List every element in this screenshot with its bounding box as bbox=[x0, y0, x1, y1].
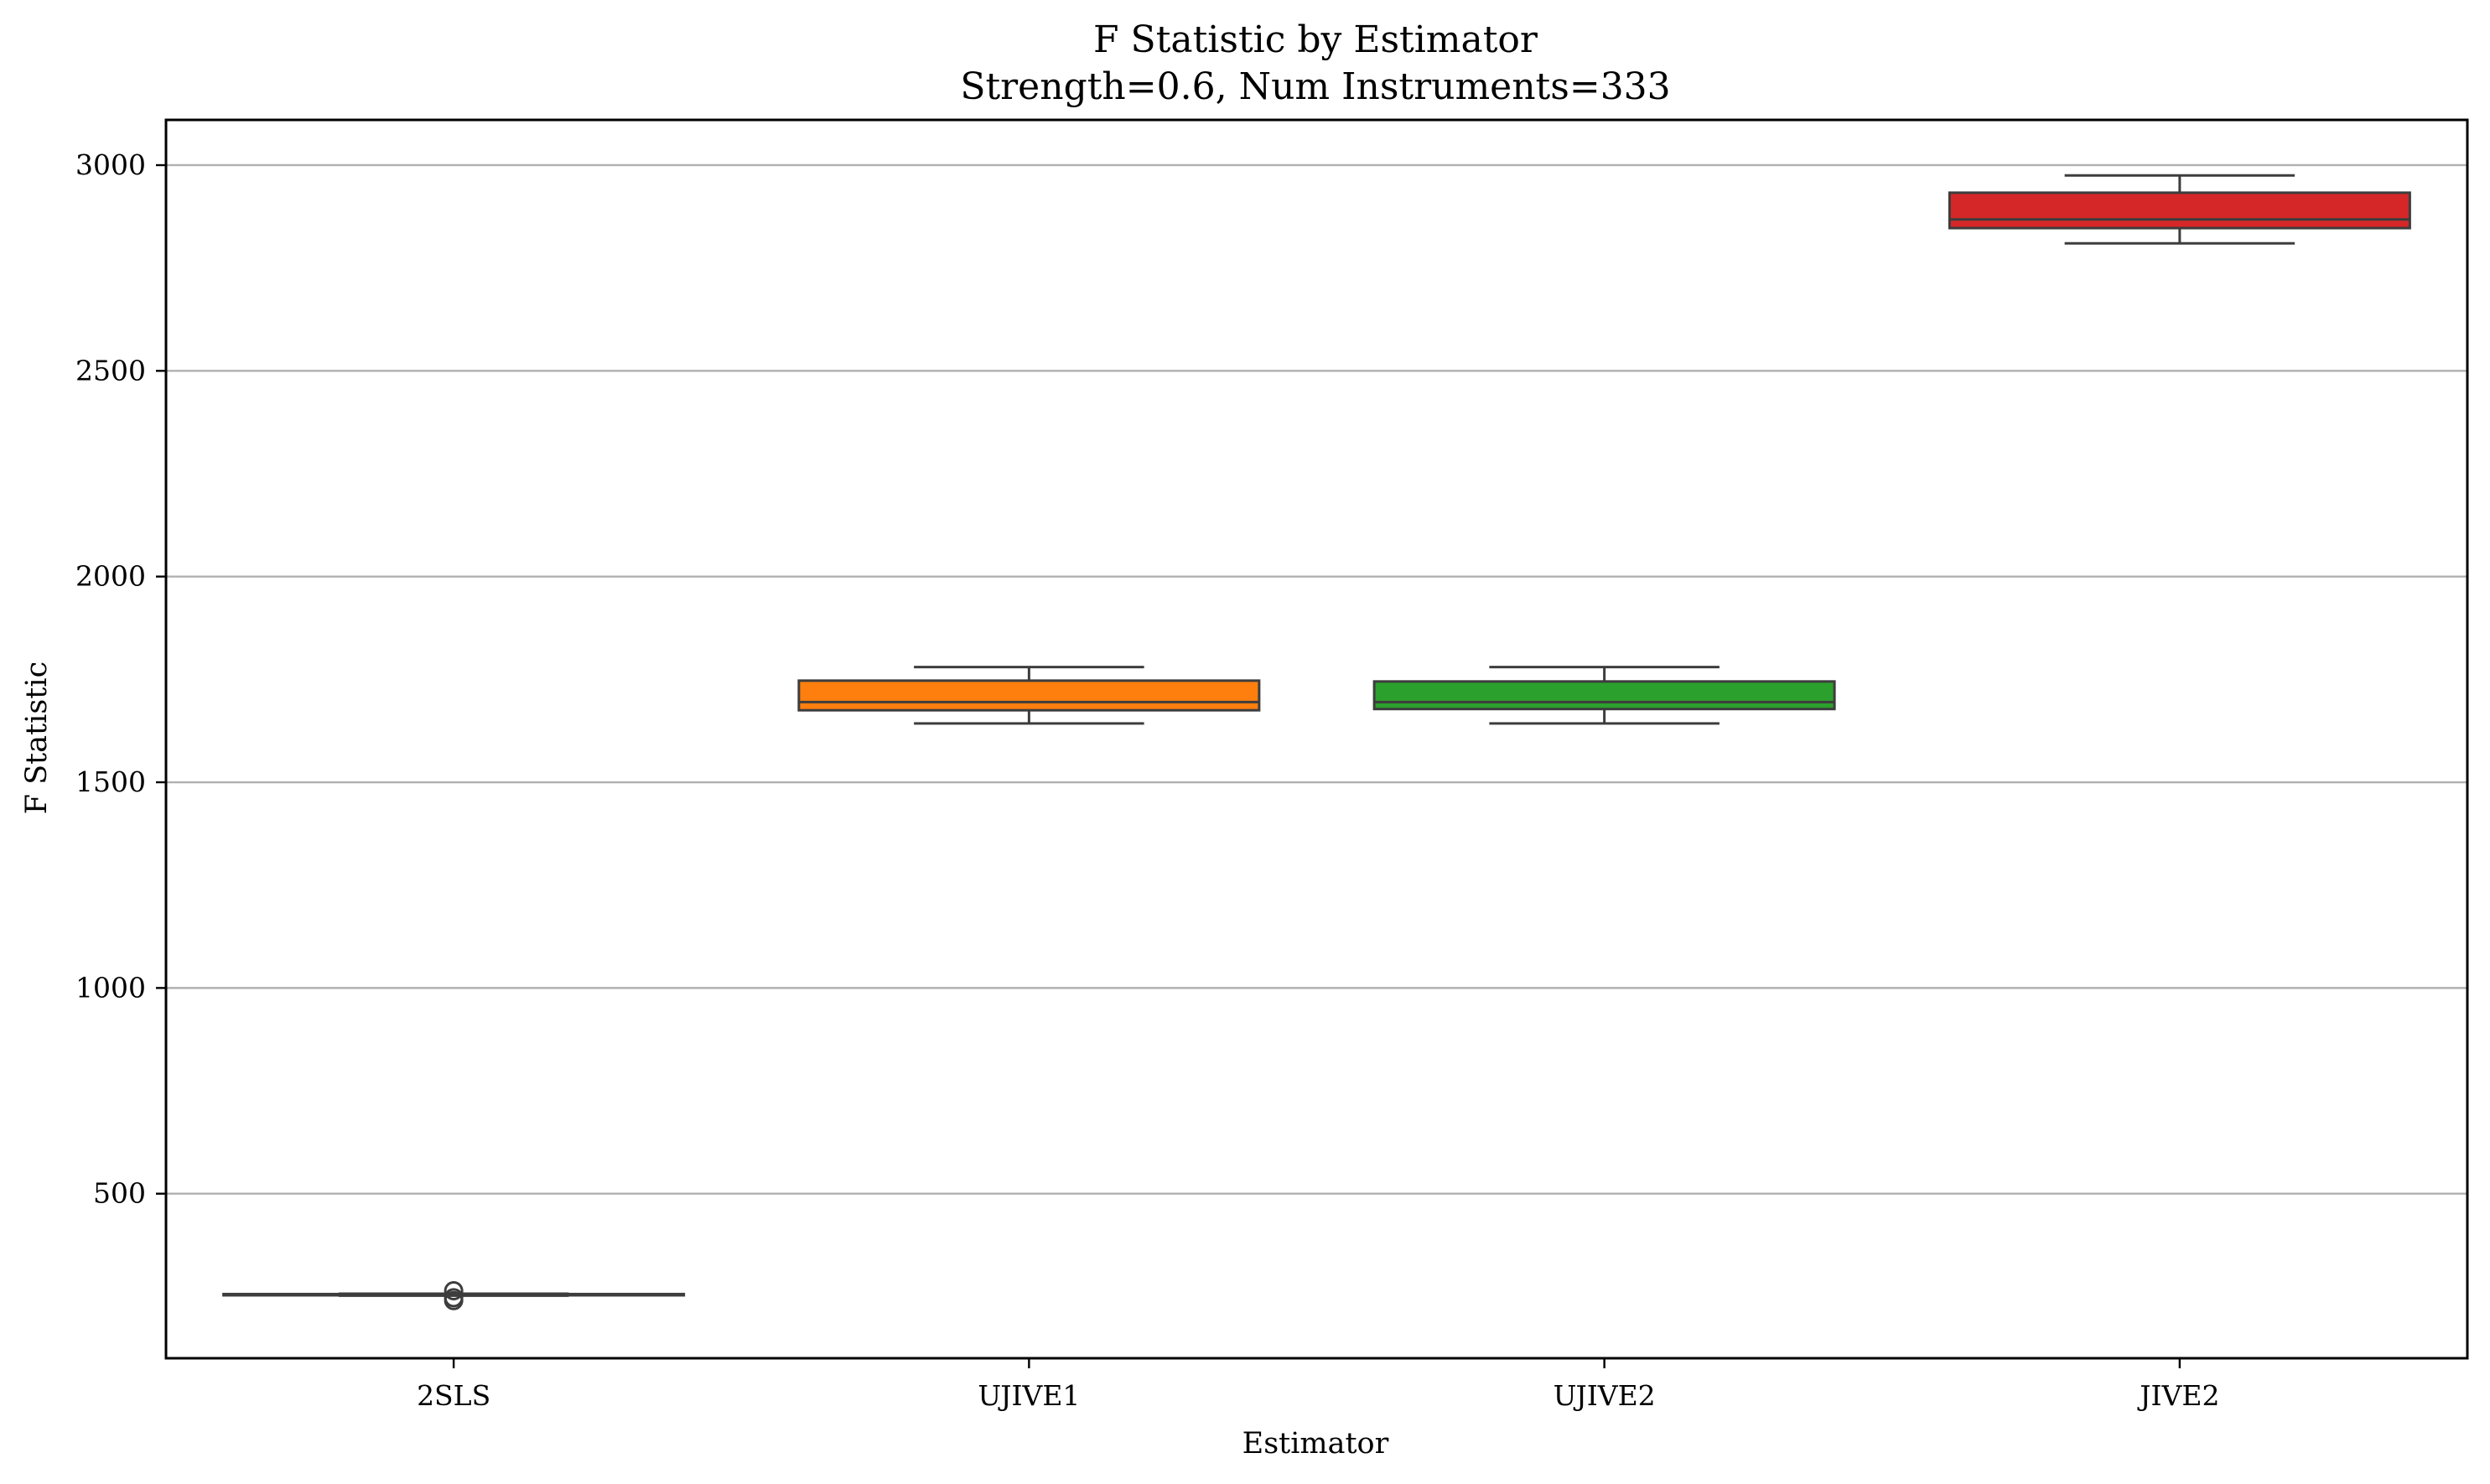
box-body bbox=[1372, 680, 1836, 711]
y-tick-label: 1000 bbox=[75, 971, 146, 1004]
boxes-group bbox=[222, 174, 2411, 1310]
y-axis-label: F Statistic bbox=[20, 662, 54, 814]
x-axis: 2SLS UJIVE1 UJIVE2 JIVE2 bbox=[417, 1358, 2219, 1412]
grid-lines bbox=[166, 163, 2467, 1195]
box-body bbox=[797, 679, 1261, 712]
box-ujive1 bbox=[797, 666, 1261, 725]
y-tick-label: 3000 bbox=[75, 148, 146, 181]
x-tick-label: UJIVE2 bbox=[1554, 1379, 1656, 1412]
y-tick-label: 2000 bbox=[75, 560, 146, 593]
y-tick-label: 2500 bbox=[75, 354, 146, 387]
x-axis-label: Estimator bbox=[1242, 1427, 1389, 1461]
chart-subtitle: Strength=0.6, Num Instruments=333 bbox=[960, 65, 1670, 108]
plot-frame bbox=[164, 118, 2469, 1360]
x-tick-label: JIVE2 bbox=[2137, 1379, 2219, 1412]
x-tick-label: 2SLS bbox=[417, 1379, 490, 1412]
box-ujive2 bbox=[1372, 666, 1836, 725]
box-body bbox=[1948, 191, 2411, 230]
x-tick-label: UJIVE1 bbox=[978, 1379, 1080, 1412]
y-axis: 500 1000 1500 2000 2500 3000 bbox=[75, 148, 166, 1210]
chart-title: F Statistic by Estimator bbox=[1093, 18, 1538, 61]
outlier-point bbox=[444, 1281, 464, 1301]
y-tick-label: 1500 bbox=[75, 765, 146, 798]
box-2sls bbox=[222, 1281, 686, 1310]
outlier-point bbox=[444, 1288, 464, 1308]
y-tick-label: 500 bbox=[93, 1177, 146, 1210]
box-jive2 bbox=[1948, 174, 2411, 245]
